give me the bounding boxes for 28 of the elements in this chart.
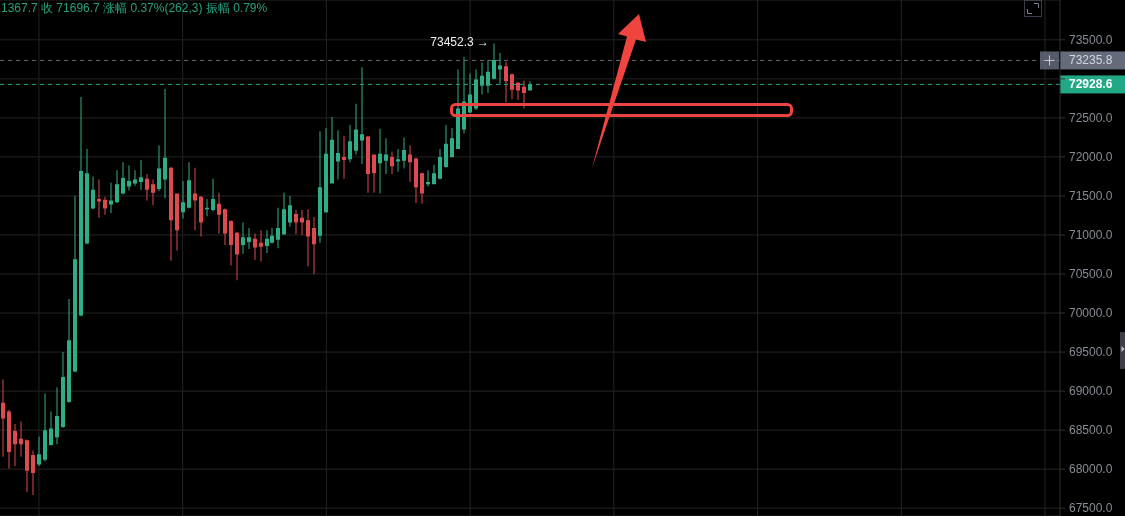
- y-tick-label: 67500.0: [1069, 501, 1113, 516]
- annotation: 73452.3 →: [430, 34, 490, 49]
- candlestick: [193, 167, 197, 231]
- candlestick: [139, 160, 143, 190]
- candlestick: [378, 128, 382, 194]
- y-tick-label: 69500.0: [1069, 345, 1113, 360]
- candlestick: [241, 222, 245, 254]
- y-tick-label: 69000.0: [1069, 384, 1113, 399]
- y-tick-label: 70000.0: [1069, 306, 1113, 321]
- y-tick-label: 71000.0: [1069, 228, 1113, 243]
- y-tick-label: 68500.0: [1069, 423, 1113, 438]
- ref-line-label: 73235.8: [1069, 53, 1113, 68]
- candlestick: [396, 149, 400, 172]
- y-tick-label: 68000.0: [1069, 462, 1113, 477]
- candlestick: [127, 165, 131, 191]
- ref-line-label: 72928.6: [1069, 77, 1113, 92]
- candlestick: [247, 227, 251, 250]
- annotation: 1367.7 收 71696.7 涨幅 0.37%(262,3) 振幅 0.79%: [1, 1, 268, 15]
- y-tick-label: 70500.0: [1069, 267, 1113, 282]
- y-tick-label: 73500.0: [1069, 33, 1113, 48]
- candlestick: [97, 179, 101, 218]
- candlestick: [342, 135, 346, 179]
- candlestick: [109, 182, 113, 214]
- y-tick-label: 72000.0: [1069, 150, 1113, 165]
- y-tick-label: 71500.0: [1069, 189, 1113, 204]
- candlestick: [336, 130, 340, 180]
- y-tick-label: 72500.0: [1069, 111, 1113, 126]
- candlestick: [259, 230, 263, 262]
